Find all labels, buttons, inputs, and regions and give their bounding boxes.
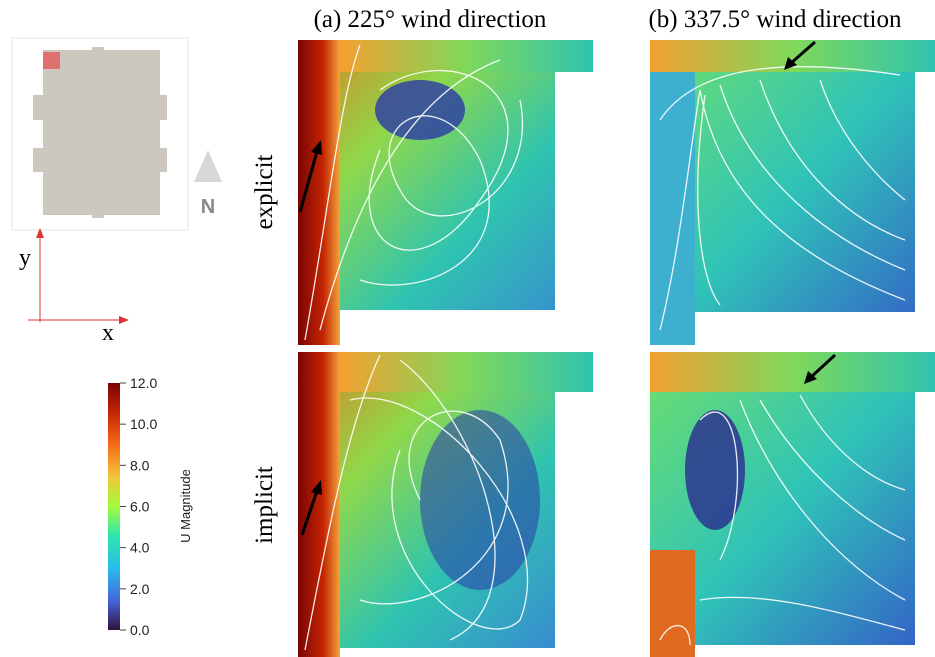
colorbar-tick-label: 8.0 — [130, 457, 150, 473]
north-label: N — [201, 196, 215, 218]
colorbar-title: U Magnitude — [178, 469, 193, 543]
colorbar-tick-label: 6.0 — [130, 499, 150, 515]
colorbar-tick-label: 4.0 — [130, 540, 150, 556]
column-title: (a) 225° wind direction — [314, 6, 547, 33]
flow-panel — [298, 352, 593, 657]
colorbar-tick-label: 12.0 — [130, 375, 157, 391]
colorbar-ticks: 0.0 2.0 4.0 6.0 8.0 10.0 12.0 — [120, 375, 157, 638]
north-arrow — [194, 150, 222, 182]
axis-y-label: y — [19, 245, 31, 271]
row-label: explicit — [251, 154, 278, 229]
flow-panel — [298, 40, 593, 345]
flow-panel — [650, 352, 935, 657]
figure: N y x 0.0 2.0 4.0 6.0 8.0 10.0 12.0 U Magnitud… — [0, 0, 935, 657]
colorbar — [108, 383, 120, 630]
flow-panel — [650, 40, 935, 345]
building-plan — [33, 47, 167, 218]
axis-x-label: x — [102, 320, 114, 346]
highlight — [43, 52, 60, 69]
colorbar-tick-label: 2.0 — [130, 581, 150, 597]
column-title: (b) 337.5° wind direction — [648, 6, 902, 33]
colorbar-tick-label: 0.0 — [130, 622, 150, 638]
colorbar-tick-label: 10.0 — [130, 416, 157, 432]
row-label: implicit — [251, 466, 278, 544]
arrow — [119, 316, 129, 324]
